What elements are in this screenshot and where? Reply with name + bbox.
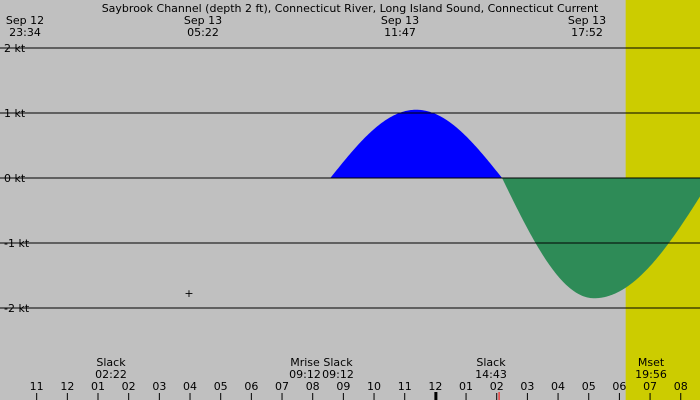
hour-label: 08 bbox=[306, 380, 320, 393]
extreme-date-label: Sep 13 bbox=[568, 14, 606, 27]
y-tick-label: 2 kt bbox=[4, 42, 26, 55]
hour-label: 05 bbox=[214, 380, 228, 393]
hour-label: 07 bbox=[643, 380, 657, 393]
chart-header: Saybrook Channel (depth 2 ft), Connectic… bbox=[6, 2, 606, 39]
hour-label: 03 bbox=[520, 380, 534, 393]
hour-label: 03 bbox=[152, 380, 166, 393]
hour-labels: 11 12 01 02 03 04 05 06 07 08 09 10 11 12 01 02 03 04 05 06… bbox=[30, 380, 688, 393]
y-tick-label: 0 kt bbox=[4, 172, 26, 185]
hour-label: 11 bbox=[30, 380, 44, 393]
extreme-time-label: 23:34 bbox=[9, 26, 41, 39]
slack-time: 09:12 bbox=[322, 368, 354, 381]
y-tick-label: -2 kt bbox=[4, 302, 30, 315]
extreme-time-label: 17:52 bbox=[571, 26, 603, 39]
markers: + bbox=[184, 287, 193, 300]
hour-label: 12 bbox=[60, 380, 74, 393]
flood-current-area bbox=[0, 109, 700, 178]
slack-label: Slack bbox=[476, 356, 506, 369]
hour-label: 06 bbox=[244, 380, 258, 393]
slack-label: Slack bbox=[323, 356, 353, 369]
hour-label: 04 bbox=[551, 380, 565, 393]
moonrise-label: Mrise bbox=[290, 356, 320, 369]
midnight-marker bbox=[434, 392, 438, 400]
event-labels: Slack 02:22 Mrise 09:12 Slack 09:12 Slac… bbox=[95, 356, 667, 381]
hour-label: 02 bbox=[122, 380, 136, 393]
hour-label: 06 bbox=[612, 380, 626, 393]
slack-time: 02:22 bbox=[95, 368, 127, 381]
ebb-current-area bbox=[0, 178, 700, 299]
tick-marks bbox=[36, 392, 682, 400]
extreme-date-label: Sep 12 bbox=[6, 14, 44, 27]
hour-label: 04 bbox=[183, 380, 197, 393]
y-tick-label: 1 kt bbox=[4, 107, 26, 120]
hour-label: 11 bbox=[398, 380, 412, 393]
y-tick-labels: 2 kt 1 kt 0 kt -1 kt -2 kt bbox=[4, 42, 30, 315]
moonrise-time: 09:12 bbox=[289, 368, 321, 381]
y-tick-label: -1 kt bbox=[4, 237, 30, 250]
hour-label: 07 bbox=[275, 380, 289, 393]
hour-label: 02 bbox=[490, 380, 504, 393]
hour-label: 10 bbox=[367, 380, 381, 393]
crosshair-marker: + bbox=[184, 287, 193, 300]
extreme-time-label: 11:47 bbox=[384, 26, 416, 39]
moonset-time: 19:56 bbox=[635, 368, 667, 381]
hour-label: 01 bbox=[91, 380, 105, 393]
hour-label: 12 bbox=[428, 380, 442, 393]
hour-label: 01 bbox=[459, 380, 473, 393]
chart-title: Saybrook Channel (depth 2 ft), Connectic… bbox=[102, 2, 599, 15]
slack-time: 14:43 bbox=[475, 368, 507, 381]
extreme-date-label: Sep 13 bbox=[184, 14, 222, 27]
extreme-time-label: 05:22 bbox=[187, 26, 219, 39]
hour-label: 05 bbox=[582, 380, 596, 393]
extreme-date-label: Sep 13 bbox=[381, 14, 419, 27]
slack-label: Slack bbox=[96, 356, 126, 369]
moonset-label: Mset bbox=[638, 356, 665, 369]
gridlines bbox=[0, 47, 700, 309]
hour-label: 08 bbox=[674, 380, 688, 393]
hour-label: 09 bbox=[336, 380, 350, 393]
